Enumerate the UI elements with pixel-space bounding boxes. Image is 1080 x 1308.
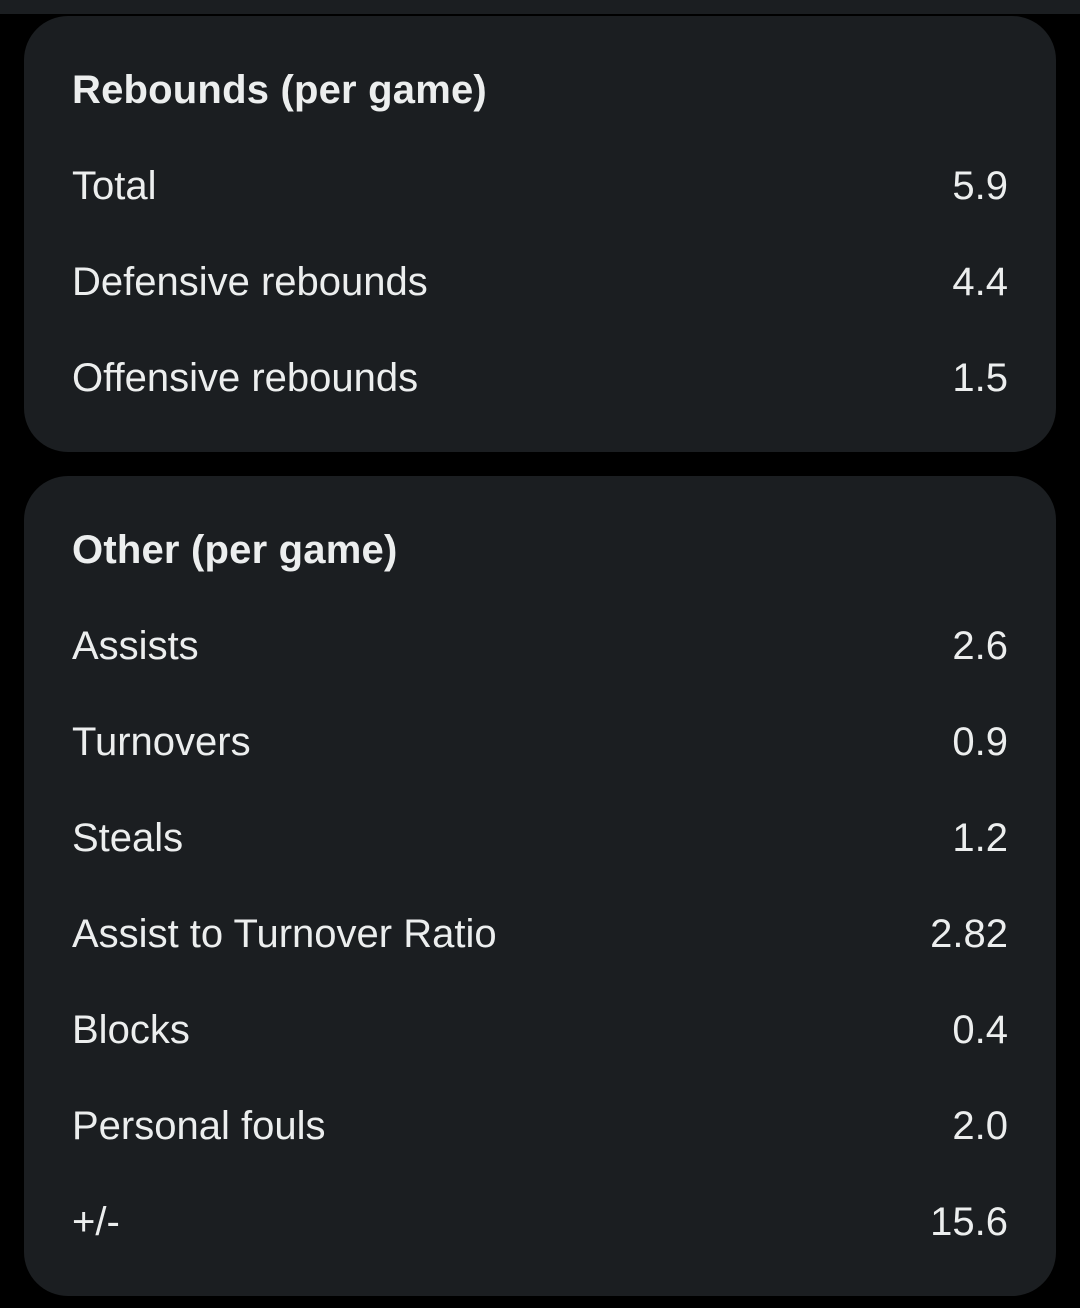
stat-row-personal-fouls: Personal fouls 2.0	[72, 1078, 1008, 1174]
stat-value: 2.82	[930, 911, 1008, 956]
stat-label: Assist to Turnover Ratio	[72, 911, 497, 956]
stat-label: Defensive rebounds	[72, 259, 428, 304]
stat-value: 5.9	[952, 163, 1008, 208]
stat-row-total-rebounds: Total 5.9	[72, 138, 1008, 234]
stat-label: Total	[72, 163, 157, 208]
stat-label: +/-	[72, 1199, 120, 1244]
stat-row-offensive-rebounds: Offensive rebounds 1.5	[72, 330, 1008, 426]
other-title: Other (per game)	[72, 528, 398, 572]
rebounds-card: Rebounds (per game) Total 5.9 Defensive …	[24, 16, 1056, 452]
stat-label: Turnovers	[72, 719, 251, 764]
stat-value: 1.5	[952, 355, 1008, 400]
stat-row-steals: Steals 1.2	[72, 790, 1008, 886]
stat-row-blocks: Blocks 0.4	[72, 982, 1008, 1078]
stat-label: Offensive rebounds	[72, 355, 419, 400]
stat-value: 4.4	[952, 259, 1008, 304]
stat-value: 2.6	[952, 623, 1008, 668]
stat-value: 2.0	[952, 1103, 1008, 1148]
stat-row-defensive-rebounds: Defensive rebounds 4.4	[72, 234, 1008, 330]
stat-row-plus-minus: +/- 15.6	[72, 1174, 1008, 1270]
stat-label: Steals	[72, 815, 184, 860]
stat-row-assists: Assists 2.6	[72, 598, 1008, 694]
other-card: Other (per game) Assists 2.6 Turnovers 0…	[24, 476, 1056, 1296]
stat-value: 0.4	[952, 1007, 1008, 1052]
rebounds-title: Rebounds (per game)	[72, 68, 487, 112]
stat-value: 1.2	[952, 815, 1008, 860]
stat-label: Personal fouls	[72, 1103, 326, 1148]
stat-row-assist-turnover-ratio: Assist to Turnover Ratio 2.82	[72, 886, 1008, 982]
stat-row-turnovers: Turnovers 0.9	[72, 694, 1008, 790]
top-bar	[0, 0, 1080, 14]
stat-value: 0.9	[952, 719, 1008, 764]
stat-label: Blocks	[72, 1007, 190, 1052]
stat-value: 15.6	[930, 1199, 1008, 1244]
stat-label: Assists	[72, 623, 199, 668]
